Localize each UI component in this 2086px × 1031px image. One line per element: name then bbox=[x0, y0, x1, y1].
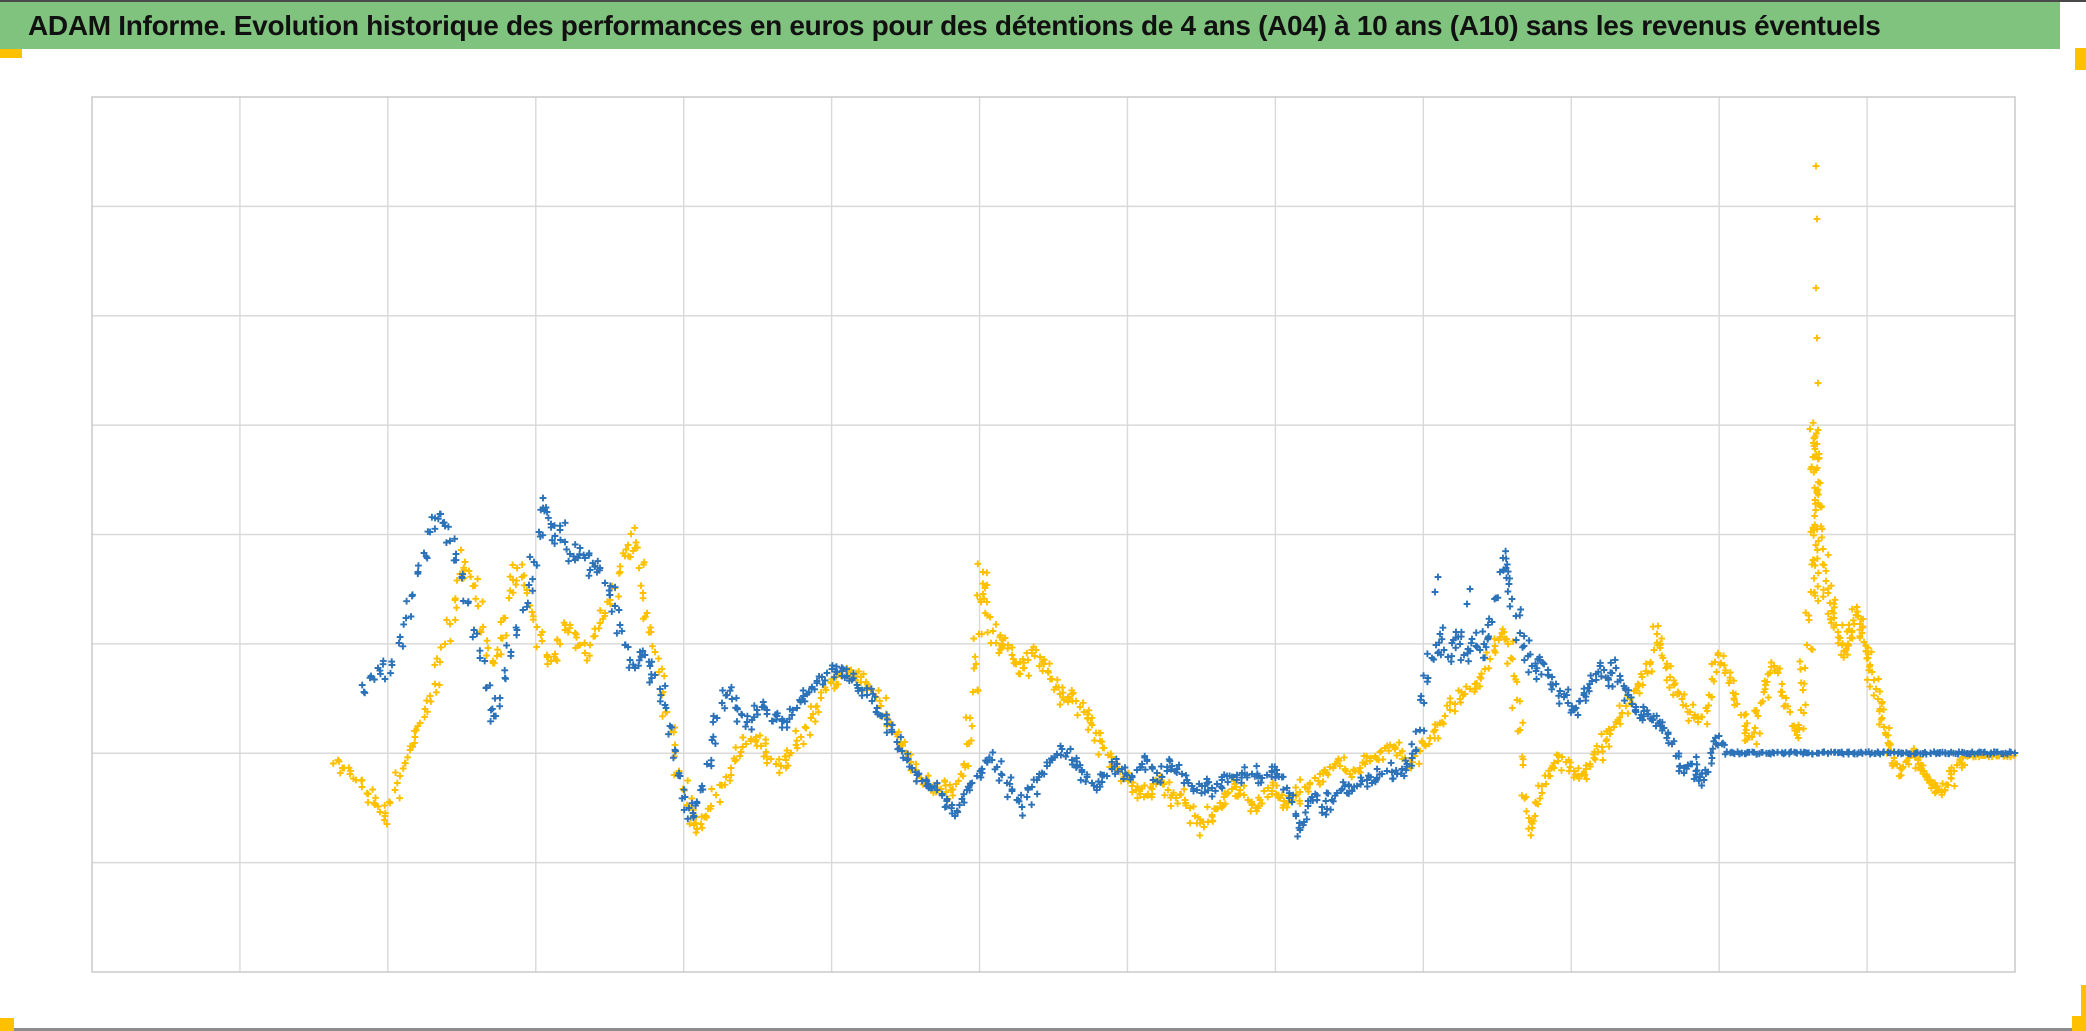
yellow-accent-bottom-right bbox=[2072, 1016, 2086, 1031]
series-blue bbox=[358, 494, 2019, 840]
chart-gridlines bbox=[92, 97, 2015, 972]
window-top-edge bbox=[0, 0, 2086, 2]
chart-title-bar: ADAM Informe. Evolution historique des p… bbox=[0, 2, 2060, 49]
bottom-divider-line bbox=[0, 1028, 2086, 1031]
yellow-accent-right-edge bbox=[2081, 985, 2086, 1031]
yellow-accent-top-right bbox=[2075, 48, 2086, 70]
yellow-accent-top-left bbox=[0, 49, 22, 58]
series-yellow bbox=[329, 162, 2018, 839]
plot-area-border bbox=[91, 96, 2016, 973]
scatter-series-layer bbox=[329, 162, 2019, 840]
yellow-accent-bottom-left bbox=[0, 1018, 14, 1031]
chart-title: ADAM Informe. Evolution historique des p… bbox=[28, 9, 1881, 41]
